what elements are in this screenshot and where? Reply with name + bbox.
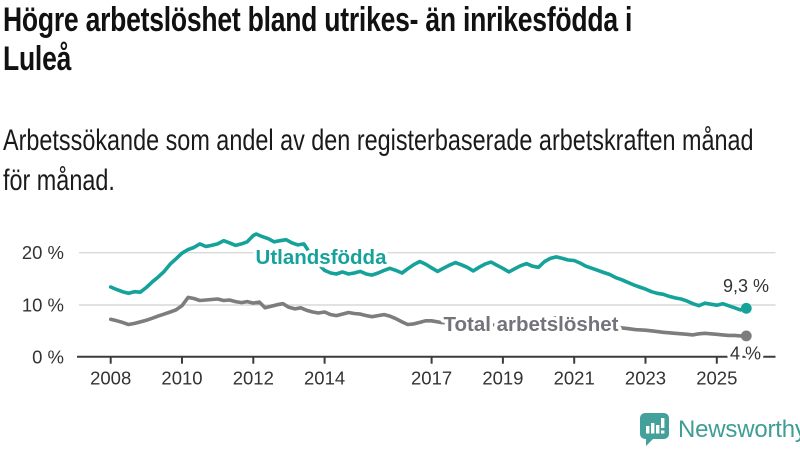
series-label-utlandsfodda: Utlandsfödda (256, 246, 388, 269)
end-value-total: 4 % (730, 344, 761, 364)
bar-chart-speech-bubble-icon (640, 413, 669, 446)
x-tick-2025: 2025 (696, 368, 737, 389)
page-title-line1: Högre arbetslöshet bland utrikes- än inr… (3, 1, 633, 39)
page-title: Högre arbetslöshet bland utrikes- än inr… (3, 1, 799, 79)
brand-name: Newsworthy (678, 415, 800, 443)
series-label-total-arbetsloshet: Total arbetslöshet (443, 313, 618, 336)
x-axis-ticks (109, 356, 718, 364)
x-tick-2008: 2008 (90, 368, 131, 389)
y-tick-0: 0 % (32, 346, 64, 367)
endpoint-dot-total (740, 330, 752, 342)
x-tick-2019: 2019 (482, 368, 523, 389)
end-value-utlandsfodda: 9,3 % (723, 276, 769, 296)
x-tick-2012: 2012 (233, 368, 274, 389)
x-tick-2010: 2010 (161, 368, 202, 389)
chart-subtitle-line1: Arbetssökande som andel av den registerb… (3, 124, 754, 157)
page-title-line2: Luleå (3, 40, 72, 78)
brand-logo: Newsworthy (639, 412, 800, 447)
x-tick-2021: 2021 (554, 368, 595, 389)
chart-subtitle-line2: för månad. (3, 164, 115, 197)
endpoint-dot-utlandsfodda (740, 302, 752, 314)
x-tick-2014: 2014 (304, 368, 345, 389)
y-tick-20: 20 % (22, 242, 64, 263)
y-tick-10: 10 % (22, 294, 64, 315)
line-utlandsfodda (108, 232, 749, 312)
x-tick-2017: 2017 (411, 368, 452, 389)
x-tick-2023: 2023 (625, 368, 666, 389)
chart-subtitle: Arbetssökande som andel av den registerb… (3, 121, 799, 201)
line-total-arbetsloshet (108, 295, 749, 338)
